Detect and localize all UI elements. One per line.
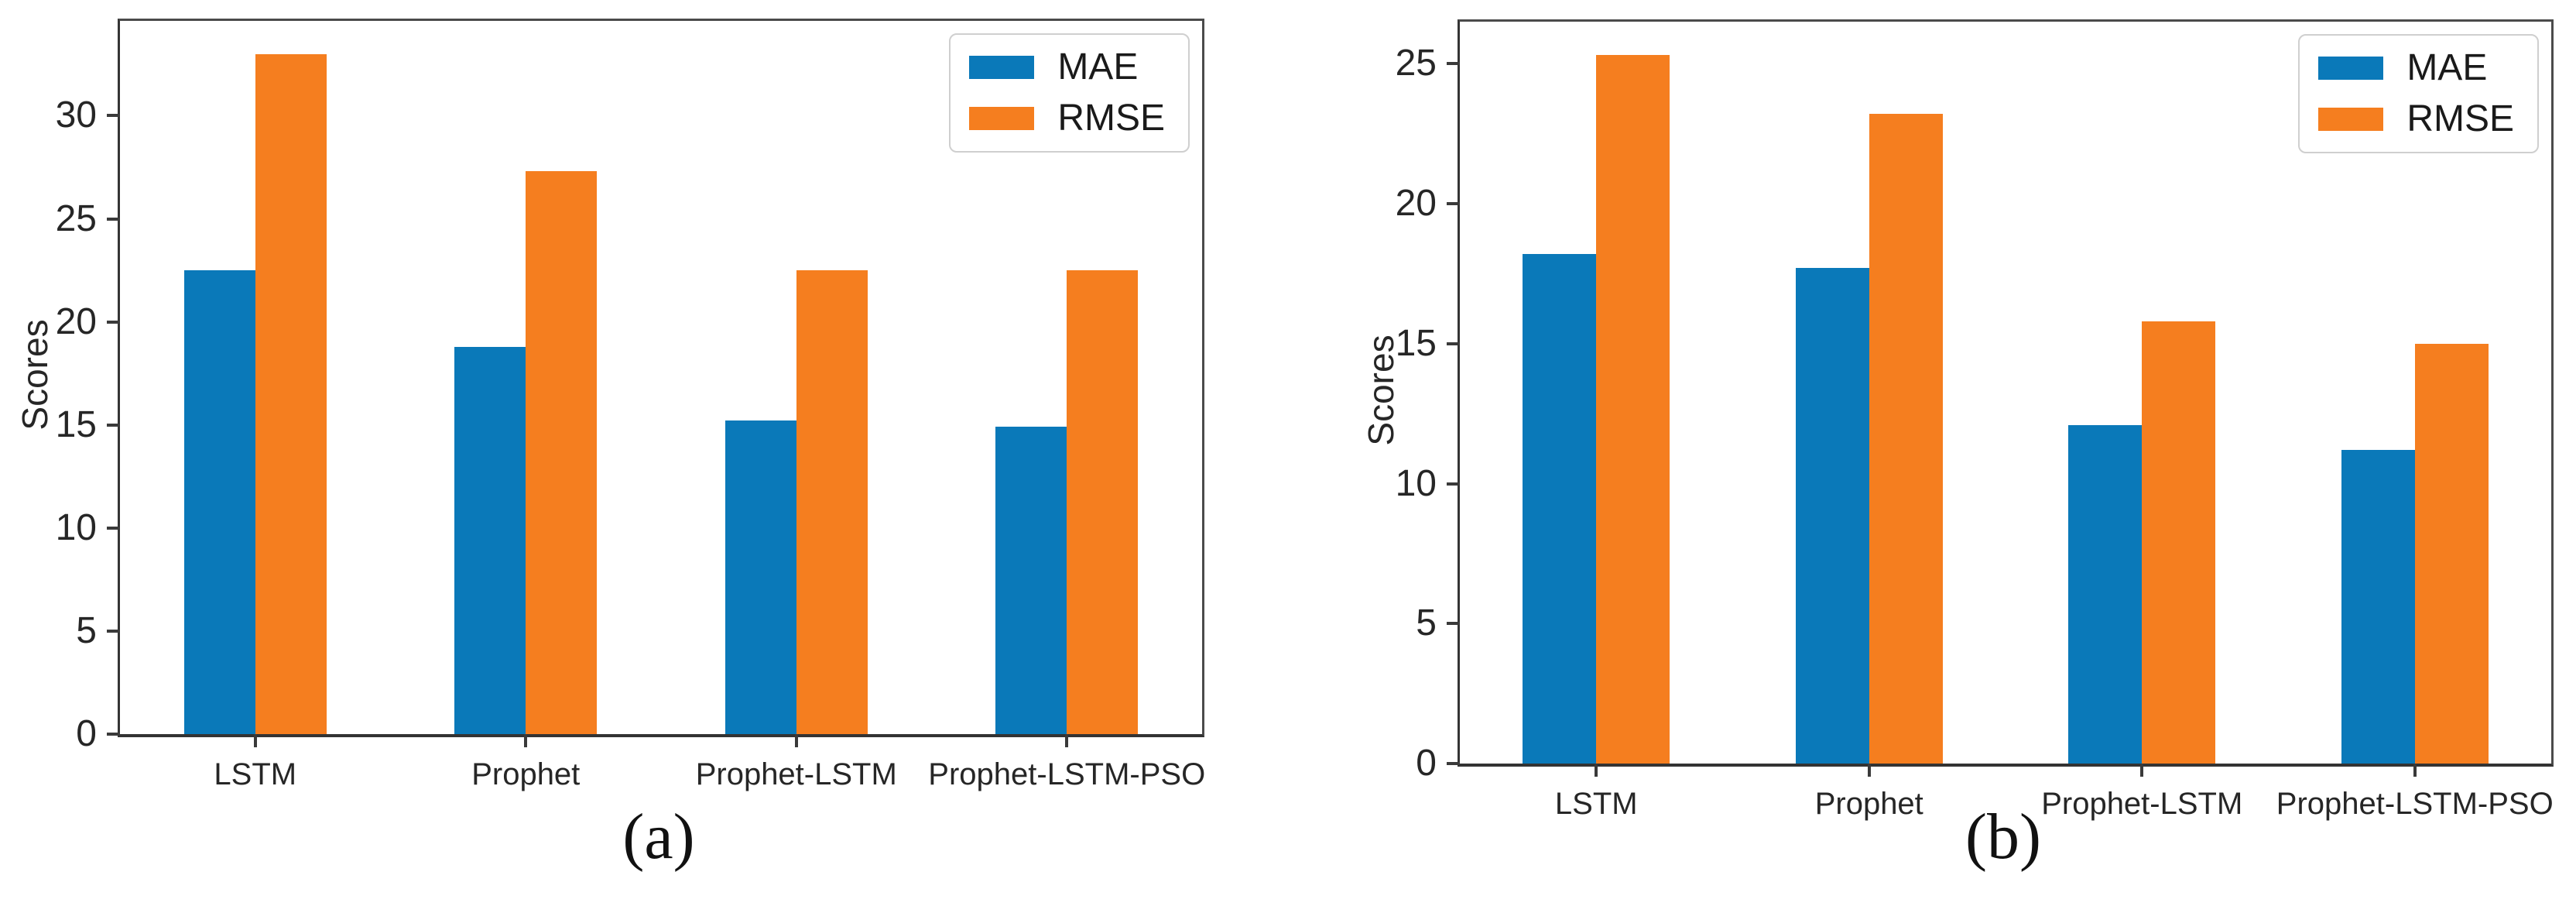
y-tick-label: 20 xyxy=(55,300,97,342)
x-tick-label: Prophet xyxy=(471,757,581,791)
y-tick-mark xyxy=(107,217,120,221)
figure-panel-a: Scores MAE RMSE 0 5 10 15 20 25 30 LSTM Prophet P… xyxy=(15,19,1205,873)
bar-group-prophet-lstm xyxy=(2006,22,2279,764)
legend-item-mae: MAE xyxy=(2318,50,2514,87)
y-tick-mark xyxy=(107,526,120,530)
legend-label-rmse: RMSE xyxy=(1057,98,1165,139)
y-tick-mark xyxy=(1447,762,1460,765)
y-tick-mark xyxy=(107,629,120,633)
legend: MAE RMSE xyxy=(2298,34,2539,153)
bar-mae-prophet xyxy=(1795,268,1869,764)
bar-group-prophet-lstm-pso xyxy=(932,21,1203,734)
y-tick-mark xyxy=(1447,342,1460,345)
bar-group-lstm xyxy=(120,21,391,734)
figure-caption-b: (b) xyxy=(1965,801,2041,873)
bar-rmse-prophet-lstm-pso xyxy=(2414,343,2489,764)
y-tick-label: 15 xyxy=(1395,322,1437,364)
figure-panel-b: Scores MAE RMSE 0 5 10 15 20 25 LSTM Prophet Pro… xyxy=(1288,0,2576,913)
y-tick-mark xyxy=(107,114,120,118)
bar-group-prophet xyxy=(1733,22,2006,764)
bar-mae-prophet-lstm-pso xyxy=(2341,450,2415,764)
x-tick-mark xyxy=(253,734,257,747)
bar-rmse-prophet-lstm xyxy=(2142,321,2216,764)
y-tick-label: 30 xyxy=(55,94,97,136)
y-tick-mark xyxy=(1447,482,1460,486)
x-tick-mark xyxy=(2140,764,2144,777)
legend-label-rmse: RMSE xyxy=(2406,98,2514,139)
bar-mae-prophet xyxy=(454,346,526,734)
x-tick-label: LSTM xyxy=(1554,787,1638,821)
x-tick-label: Prophet-LSTM xyxy=(695,757,897,791)
bar-mae-prophet-lstm xyxy=(724,420,796,734)
x-tick-mark xyxy=(794,734,798,747)
y-tick-mark xyxy=(107,320,120,324)
y-tick-mark xyxy=(1447,622,1460,626)
y-tick-label: 0 xyxy=(1416,743,1437,784)
x-tick-label: Prophet xyxy=(1814,787,1923,821)
y-axis-title: Scores xyxy=(15,319,55,431)
legend-label-mae: MAE xyxy=(2406,47,2488,88)
x-tick-label: Prophet-LSTM xyxy=(2041,787,2243,821)
bar-mae-prophet-lstm-pso xyxy=(995,427,1067,734)
y-axis-title: Scores xyxy=(1361,335,1401,446)
legend: MAE RMSE xyxy=(949,33,1190,153)
legend-item-rmse: RMSE xyxy=(2318,101,2514,138)
y-tick-label: 15 xyxy=(55,403,97,445)
mae-color-swatch xyxy=(2318,57,2384,80)
bar-rmse-prophet-lstm-pso xyxy=(1067,270,1139,734)
x-tick-label: LSTM xyxy=(214,757,297,791)
y-tick-label: 20 xyxy=(1395,182,1437,224)
bar-rmse-prophet xyxy=(526,171,598,734)
y-tick-label: 10 xyxy=(55,506,97,548)
bar-group-lstm xyxy=(1460,22,1733,764)
bar-rmse-lstm xyxy=(255,53,327,734)
bar-rmse-prophet xyxy=(1869,114,1943,764)
x-tick-mark xyxy=(1595,764,1598,777)
y-tick-label: 10 xyxy=(1395,462,1437,504)
bar-group-prophet-lstm-pso xyxy=(2279,22,2552,764)
bar-rmse-lstm xyxy=(1596,55,1670,764)
y-tick-label: 5 xyxy=(1416,602,1437,644)
bar-mae-prophet-lstm xyxy=(2068,424,2143,764)
y-tick-mark xyxy=(107,423,120,427)
x-tick-mark xyxy=(1065,734,1069,747)
x-tick-mark xyxy=(1867,764,1871,777)
x-tick-mark xyxy=(2413,764,2417,777)
legend-item-rmse: RMSE xyxy=(969,100,1165,137)
y-tick-label: 5 xyxy=(76,609,97,651)
bar-rmse-prophet-lstm xyxy=(796,270,868,734)
x-tick-label: Prophet-LSTM-PSO xyxy=(928,757,1206,791)
plot-area: MAE RMSE 0 5 10 15 20 25 30 LSTM Prophet Prophet-… xyxy=(56,19,1205,790)
y-tick-mark xyxy=(1447,62,1460,66)
y-tick-mark xyxy=(1447,201,1460,205)
bar-mae-lstm xyxy=(1523,254,1597,764)
x-tick-label: Prophet-LSTM-PSO xyxy=(2276,787,2554,821)
legend-item-mae: MAE xyxy=(969,49,1165,86)
plot-area: MAE RMSE 0 5 10 15 20 25 LSTM Prophet Prophet-LS… xyxy=(1396,19,2554,819)
mae-color-swatch xyxy=(969,56,1035,79)
rmse-color-swatch xyxy=(2318,108,2384,131)
rmse-color-swatch xyxy=(969,107,1035,130)
legend-label-mae: MAE xyxy=(1057,46,1139,88)
figure-caption-a: (a) xyxy=(622,801,695,873)
y-tick-label: 25 xyxy=(55,197,97,239)
bar-group-prophet-lstm xyxy=(661,21,932,734)
y-tick-mark xyxy=(107,733,120,736)
y-tick-label: 0 xyxy=(76,713,97,754)
y-tick-label: 25 xyxy=(1395,43,1437,84)
bar-mae-lstm xyxy=(183,270,255,734)
x-tick-mark xyxy=(524,734,528,747)
bar-group-prophet xyxy=(391,21,662,734)
